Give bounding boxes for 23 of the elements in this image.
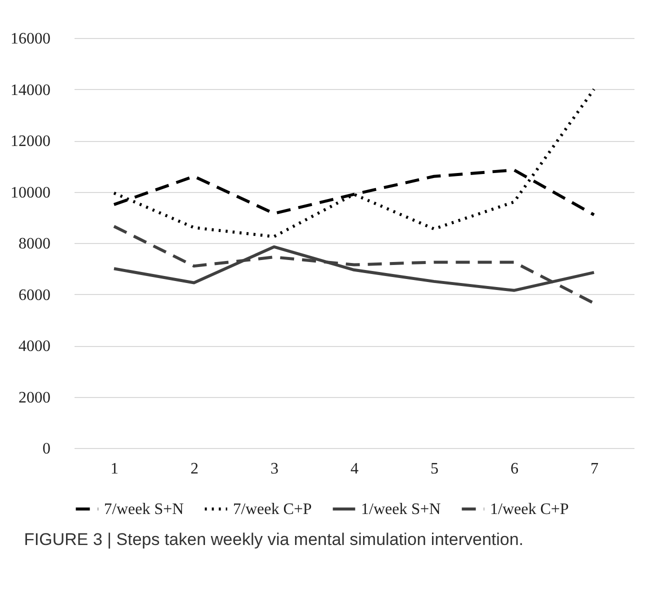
y-tick-label: 6000 xyxy=(18,286,50,304)
legend-label: 7/week S+N xyxy=(104,501,184,518)
legend-label: 1/week S+N xyxy=(361,501,442,518)
legend-label: 1/week C+P xyxy=(490,501,569,518)
y-tick-label: 12000 xyxy=(10,133,50,150)
x-tick-label: 3 xyxy=(270,460,278,478)
y-tick-label: 4000 xyxy=(18,338,50,355)
y-tick-label: 8000 xyxy=(18,236,50,252)
caption: FIGURE 3 | Steps taken weekly via mental simulation intervention. xyxy=(24,530,525,550)
line-series xyxy=(112,88,596,238)
x-tick-label: 4 xyxy=(350,460,358,478)
x-tick-label: 6 xyxy=(510,460,518,478)
y-tick-label: 14000 xyxy=(10,82,50,99)
x-tick-label: 1 xyxy=(110,460,118,478)
legend-label: 7/week C+P xyxy=(233,501,312,518)
x-tick-label: 7 xyxy=(590,460,598,478)
y-tick-label: 10000 xyxy=(10,184,50,202)
line-series xyxy=(112,224,596,305)
y-tick-label: 2000 xyxy=(18,389,50,406)
x-tick-label: 2 xyxy=(190,460,198,478)
x-tick-label: 5 xyxy=(430,460,438,478)
y-tick-label: 16000 xyxy=(10,30,50,48)
y-tick-label: 0 xyxy=(42,440,50,458)
